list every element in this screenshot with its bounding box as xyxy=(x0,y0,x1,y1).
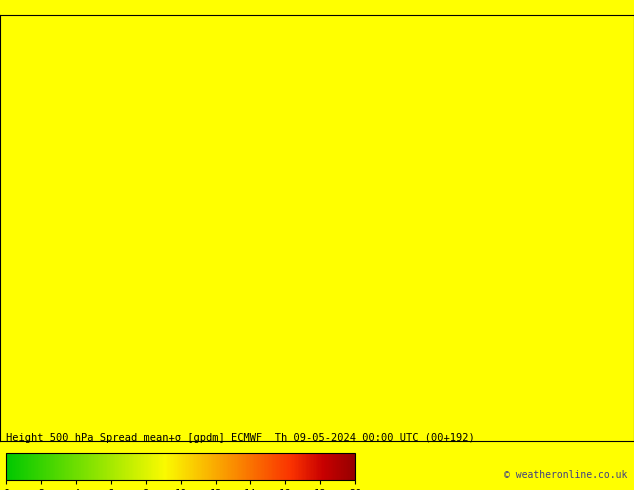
Text: © weatheronline.co.uk: © weatheronline.co.uk xyxy=(504,470,628,480)
Text: Height 500 hPa Spread mean+σ [gpdm] ECMWF  Th 09-05-2024 00:00 UTC (00+192): Height 500 hPa Spread mean+σ [gpdm] ECMW… xyxy=(6,434,475,443)
